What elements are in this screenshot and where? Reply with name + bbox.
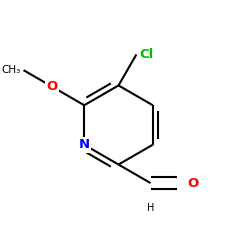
Text: H: H bbox=[147, 204, 154, 214]
Text: CH₃: CH₃ bbox=[2, 65, 21, 75]
Text: O: O bbox=[188, 176, 199, 190]
Text: O: O bbox=[46, 80, 58, 93]
Text: Cl: Cl bbox=[139, 48, 153, 61]
Text: N: N bbox=[79, 138, 90, 151]
